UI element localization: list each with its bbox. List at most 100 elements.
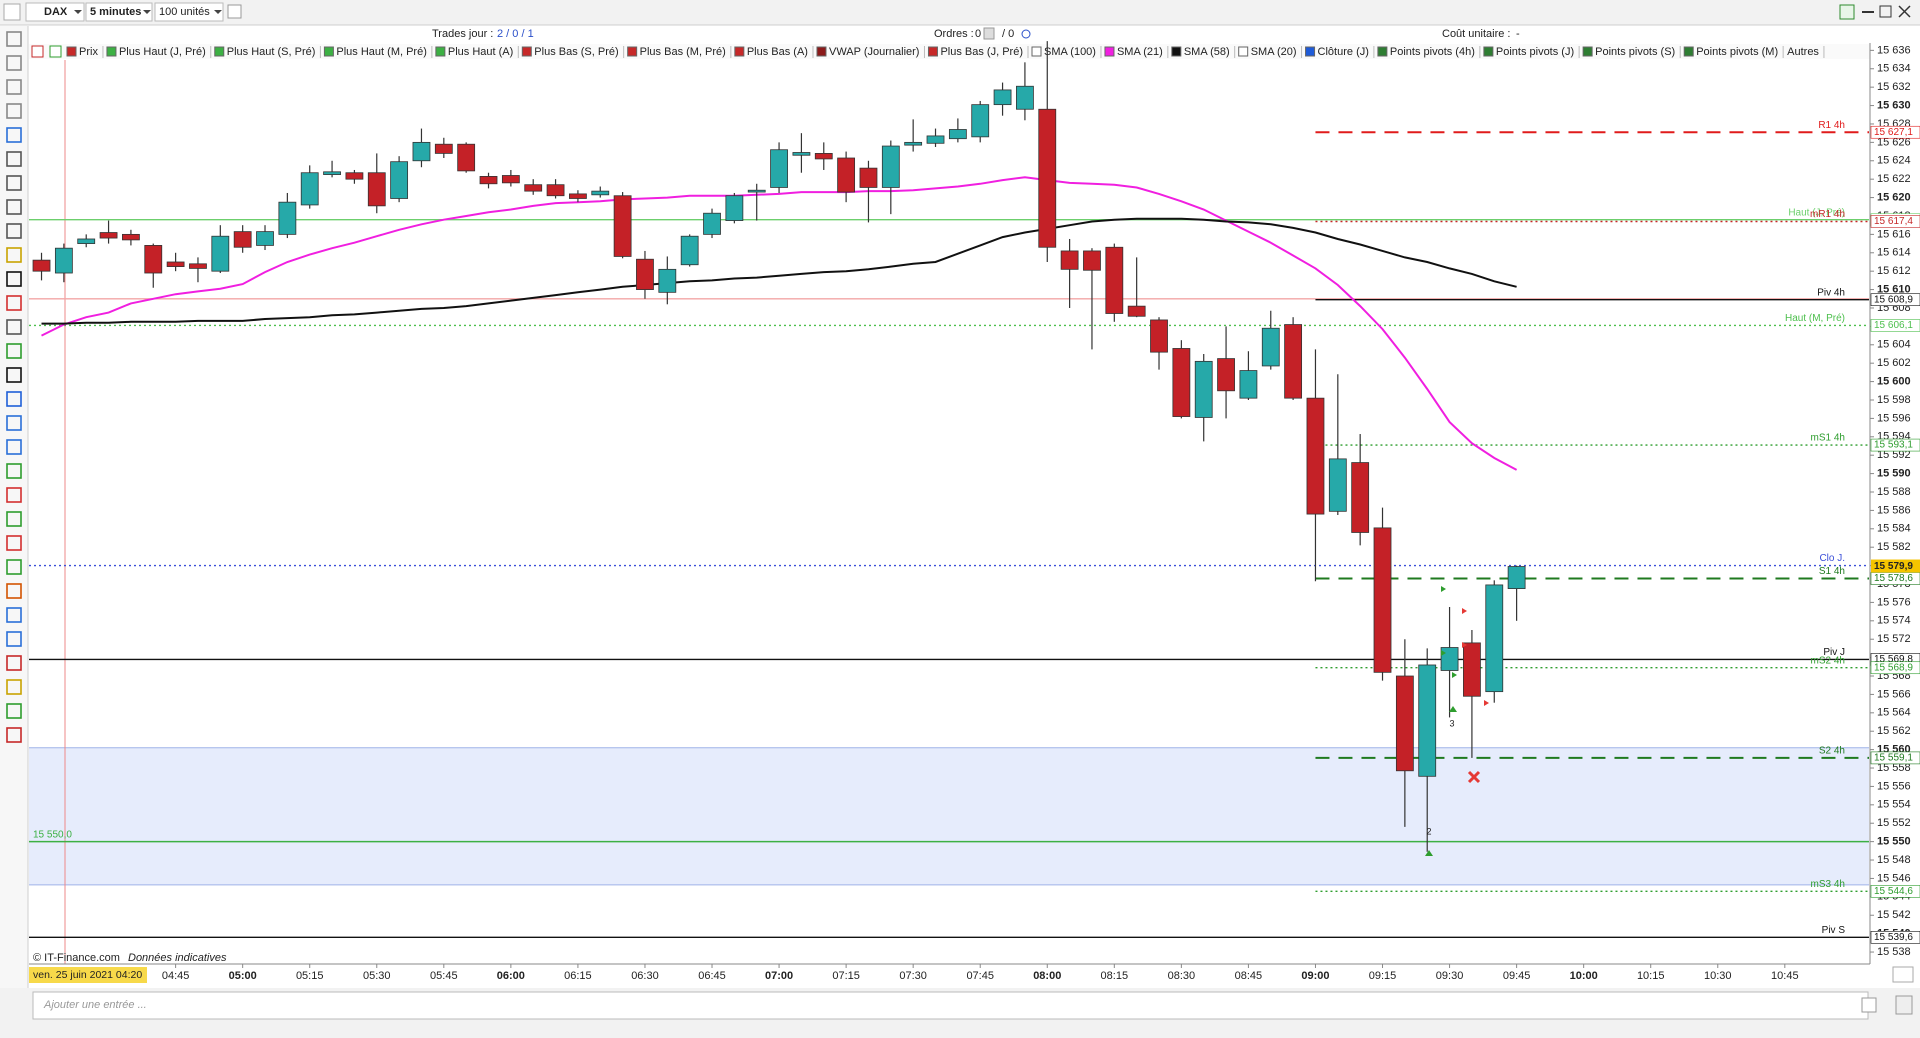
level-price: 15 539,6 — [1874, 932, 1913, 943]
legend-entry[interactable]: Points pivots (J) — [1496, 46, 1574, 58]
quantity-select[interactable] — [154, 2, 224, 22]
tool-icon[interactable] — [6, 535, 22, 551]
legend-entry[interactable]: Plus Haut (J, Pré) — [119, 46, 206, 58]
info-button[interactable] — [227, 4, 242, 19]
tool-icon[interactable] — [6, 247, 22, 263]
candle-body — [1016, 85, 1034, 110]
tool-icon[interactable] — [6, 655, 22, 671]
legend-entry[interactable]: Points pivots (4h) — [1390, 46, 1475, 58]
y-tick-label: 15 632 — [1877, 81, 1911, 93]
candle-body — [1150, 319, 1168, 353]
tool-icon[interactable] — [6, 415, 22, 431]
tool-icon[interactable] — [6, 199, 22, 215]
legend-swatch — [435, 46, 446, 57]
menu-icon[interactable] — [3, 3, 21, 21]
settings[interactable] — [1895, 995, 1913, 1015]
level-label: Piv J — [1823, 647, 1845, 658]
axis-button[interactable] — [1892, 966, 1914, 983]
legend-entry[interactable]: Points pivots (S) — [1595, 46, 1675, 58]
legend-entry[interactable]: Prix — [79, 46, 98, 58]
candle-body — [1060, 250, 1079, 270]
close[interactable] — [1898, 5, 1911, 18]
tool-icon[interactable] — [6, 151, 22, 167]
y-tick-label: 15 538 — [1877, 946, 1911, 958]
orders-link[interactable] — [1021, 29, 1031, 39]
tool-icon[interactable] — [6, 631, 22, 647]
legend-entry[interactable]: SMA (58) — [1184, 46, 1230, 58]
tool-icon[interactable] — [6, 559, 22, 575]
x-tick-label: 09:30 — [1436, 970, 1464, 982]
tool-icon[interactable] — [6, 55, 22, 71]
maximize[interactable] — [1879, 5, 1892, 18]
candle-body — [770, 149, 788, 188]
candle-body — [1127, 305, 1146, 317]
tool-icon[interactable] — [6, 607, 22, 623]
level-price: 15 568,9 — [1874, 662, 1913, 673]
quantity: 100 unités — [159, 6, 210, 18]
legend-entry[interactable]: SMA (20) — [1251, 46, 1297, 58]
x-tick-label: 10:15 — [1637, 970, 1665, 982]
tool-icon[interactable] — [6, 703, 22, 719]
tool-icon[interactable] — [6, 679, 22, 695]
tool-icon[interactable] — [6, 511, 22, 527]
tool-icon[interactable] — [6, 103, 22, 119]
y-tick-label: 15 616 — [1877, 228, 1911, 240]
level-price: 15 593,1 — [1874, 440, 1913, 451]
tool-icon[interactable] — [6, 439, 22, 455]
legend-entry[interactable]: SMA (21) — [1117, 46, 1163, 58]
y-tick-label: 15 604 — [1877, 339, 1911, 351]
tool-icon[interactable] — [6, 271, 22, 287]
level-price-box — [1870, 885, 1920, 898]
symbol-select[interactable] — [25, 2, 85, 22]
tool-icon[interactable] — [6, 463, 22, 479]
tool-icon[interactable] — [6, 727, 22, 743]
entry-send[interactable] — [1861, 997, 1877, 1013]
legend-button[interactable] — [49, 45, 62, 58]
tool-icon[interactable] — [6, 391, 22, 407]
legend-swatch — [627, 46, 638, 57]
tool-icon[interactable] — [6, 127, 22, 143]
candle-body — [1083, 250, 1101, 271]
tool-icon[interactable] — [6, 223, 22, 239]
legend-entry[interactable]: Plus Bas (A) — [747, 46, 808, 58]
y-tick-label: 15 546 — [1877, 872, 1911, 884]
legend-entry[interactable]: Plus Bas (S, Pré) — [534, 46, 618, 58]
tool-icon[interactable] — [6, 79, 22, 95]
trades-label: Trades jour : — [432, 28, 493, 40]
tool-icon[interactable] — [6, 343, 22, 359]
legend-entry[interactable]: Plus Bas (J, Pré) — [940, 46, 1023, 58]
interval-select[interactable] — [85, 2, 153, 22]
legend-entry[interactable]: Plus Haut (M, Pré) — [336, 46, 426, 58]
legend-entry[interactable]: Autres — [1787, 46, 1819, 58]
legend-entry[interactable]: VWAP (Journalier) — [829, 46, 919, 58]
legend-entry[interactable]: SMA (100) — [1044, 46, 1096, 58]
legend-entry[interactable]: Plus Haut (A) — [448, 46, 513, 58]
legend-entry[interactable]: Plus Bas (M, Pré) — [640, 46, 726, 58]
candle-body — [1351, 462, 1370, 533]
interval: 5 minutes — [90, 6, 141, 18]
window-button[interactable] — [1839, 4, 1855, 20]
legend-button[interactable] — [31, 45, 44, 58]
tool-icon[interactable] — [6, 31, 22, 47]
tool-icon[interactable] — [6, 487, 22, 503]
entry-input[interactable] — [32, 991, 1869, 1020]
y-tick-label: 15 630 — [1877, 99, 1911, 111]
tool-icon[interactable] — [6, 583, 22, 599]
y-tick-label: 15 590 — [1877, 468, 1911, 480]
candle-body — [859, 167, 878, 188]
legend-entry[interactable]: Plus Haut (S, Pré) — [227, 46, 316, 58]
legend-entry[interactable]: Points pivots (M) — [1696, 46, 1778, 58]
tool-icon[interactable] — [6, 175, 22, 191]
tool-icon[interactable] — [6, 319, 22, 335]
annotation: 2 — [1426, 826, 1431, 836]
legend-entry[interactable]: Clôture (J) — [1318, 46, 1369, 58]
y-tick-label: 15 574 — [1877, 615, 1911, 627]
candle-body — [1373, 527, 1392, 673]
tool-icon[interactable] — [6, 367, 22, 383]
candle-body — [1038, 108, 1057, 248]
y-tick-label: 15 620 — [1877, 191, 1911, 203]
level-price: 15 544,6 — [1874, 886, 1913, 897]
tool-icon[interactable] — [6, 295, 22, 311]
level-price-box — [1870, 438, 1920, 452]
